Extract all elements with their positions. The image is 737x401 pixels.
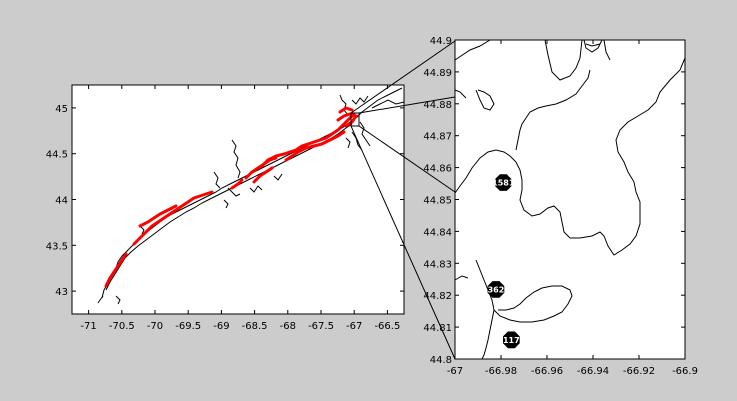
zoom-region-box bbox=[350, 112, 360, 127]
station-marker: 362 bbox=[488, 281, 505, 298]
station-marker-label: 1581 bbox=[492, 179, 515, 188]
overview-x-tick-labels: -71 -70.5 -70 -69.5 -69 -68.5 -68 -67.5 -67 -66.5 bbox=[80, 321, 400, 332]
inset-y-tick-label: 44.84 bbox=[423, 227, 452, 238]
overview-ticks bbox=[72, 85, 404, 314]
overview-x-tick-label: -66.5 bbox=[374, 321, 400, 332]
overview-x-tick-label: -68.5 bbox=[242, 321, 268, 332]
overview-y-tick-label: 43 bbox=[55, 287, 68, 298]
inset-y-tick-label: 44.86 bbox=[423, 164, 452, 175]
inset-x-tick-label: -66.94 bbox=[577, 366, 609, 377]
station-marker-label: 117 bbox=[503, 336, 520, 345]
overview-x-tick-label: -71 bbox=[80, 321, 96, 332]
inset-x-tick-label: -67 bbox=[447, 366, 463, 377]
overview-x-tick-label: -70 bbox=[147, 321, 163, 332]
station-marker-label: 362 bbox=[488, 285, 505, 294]
inset-x-tick-label: -66.92 bbox=[623, 366, 655, 377]
inset-y-tick-label: 44.81 bbox=[423, 323, 452, 334]
overview-x-tick-label: -69 bbox=[213, 321, 229, 332]
inset-x-tick-label: -66.96 bbox=[531, 366, 563, 377]
inset-y-tick-label: 44.9 bbox=[430, 36, 452, 47]
overview-x-tick-label: -69.5 bbox=[175, 321, 201, 332]
inset-x-tick-label: -66.98 bbox=[485, 366, 517, 377]
inset-x-tick-label: -66.9 bbox=[672, 366, 698, 377]
inset-y-tick-label: 44.82 bbox=[423, 291, 452, 302]
station-marker-badge bbox=[487, 281, 505, 298]
inset-ticks bbox=[454, 39, 686, 360]
inset-y-tick-label: 44.85 bbox=[423, 196, 452, 207]
overview-x-tick-label: -70.5 bbox=[109, 321, 135, 332]
overview-x-tick-label: -67 bbox=[346, 321, 362, 332]
zoom-connector-lines bbox=[350, 40, 456, 360]
overview-y-tick-label: 45 bbox=[55, 104, 68, 115]
inset-y-tick-label: 44.83 bbox=[423, 259, 452, 270]
station-markers: 1581 362 117 bbox=[488, 174, 520, 349]
inset-x-tick-labels: -67 -66.98 -66.96 -66.94 -66.92 -66.9 bbox=[447, 366, 698, 377]
inset-y-tick-label: 44.88 bbox=[423, 100, 452, 111]
overview-y-tick-labels: 45 44.5 44 43.5 43 bbox=[46, 104, 68, 298]
inset-y-tick-label: 44.89 bbox=[423, 68, 452, 79]
inset-coastline bbox=[454, 39, 686, 360]
station-marker: 117 bbox=[503, 331, 520, 349]
station-marker-badge bbox=[495, 174, 512, 191]
overview-x-tick-label: -67.5 bbox=[308, 321, 334, 332]
overview-y-tick-label: 44 bbox=[55, 196, 68, 207]
overview-y-tick-label: 43.5 bbox=[46, 241, 68, 252]
overview-map: -71 -70.5 -70 -69.5 -69 -68.5 -68 -67.5 -67 -66.5… bbox=[46, 84, 405, 332]
overview-x-tick-label: -68 bbox=[280, 321, 296, 332]
inset-y-tick-labels: 44.9 44.89 44.88 44.87 44.86 44.85 44.84 44.83 4… bbox=[423, 36, 452, 366]
inset-y-tick-label: 44.8 bbox=[430, 355, 452, 366]
station-marker-badge bbox=[503, 331, 520, 349]
overview-y-tick-label: 44.5 bbox=[46, 150, 68, 161]
inset-y-tick-label: 44.87 bbox=[423, 132, 452, 143]
station-marker: 1581 bbox=[492, 174, 515, 191]
